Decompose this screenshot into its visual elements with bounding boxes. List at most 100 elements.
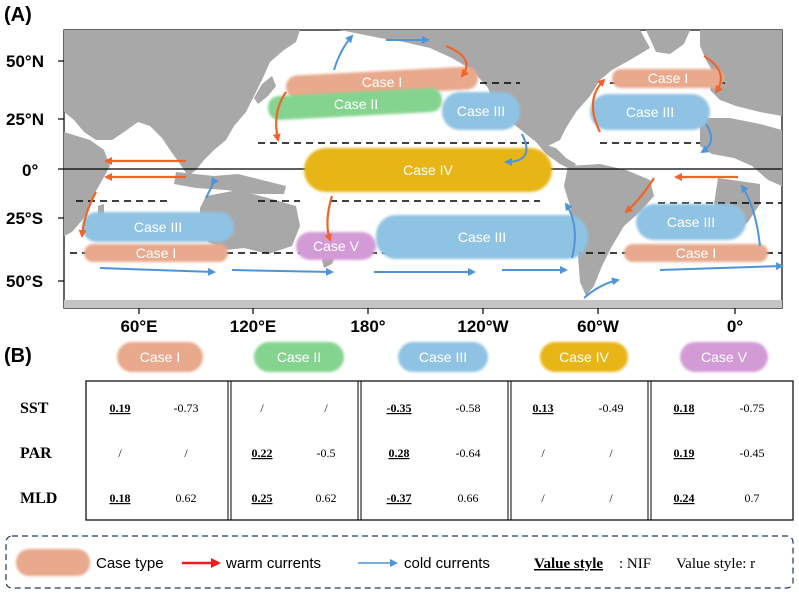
panel-b-label: (B) — [4, 345, 32, 367]
table-cell: -0.73 — [174, 401, 199, 415]
table-cell: -0.49 — [599, 401, 624, 415]
case-box-shape — [82, 212, 234, 242]
table-cell: 0.22 — [252, 446, 273, 460]
table-cell: 0.62 — [316, 491, 337, 505]
panel-a-label: (A) — [4, 4, 32, 26]
table-cell: 0.66 — [458, 491, 479, 505]
legend: Case type warm currents cold currents Va… — [5, 535, 794, 589]
land-south-america — [564, 164, 654, 296]
row-label: SST — [20, 400, 49, 417]
table-cell: / — [541, 446, 545, 460]
table-cell: -0.35 — [387, 401, 412, 415]
table-cell: -0.45 — [740, 446, 765, 460]
table-cell: -0.75 — [740, 401, 765, 415]
case-box-label: Case III — [134, 219, 182, 235]
table-cell: / — [609, 491, 613, 505]
case-box-shape — [612, 69, 724, 88]
lat-label: 25°N — [6, 110, 44, 129]
table-cell: -0.58 — [456, 401, 481, 415]
case-header-4: Case IV — [540, 342, 628, 372]
legend-nif-label: Value style — [534, 556, 603, 572]
table-cell: 0.13 — [533, 401, 554, 415]
cold-current-canary-arrow — [700, 123, 713, 154]
legend-cold: cold currents — [404, 555, 490, 572]
case-box-label: Case III — [458, 229, 506, 245]
case-box-shape — [636, 204, 746, 240]
lat-label: 50°S — [6, 272, 43, 291]
case-header-label: Case III — [419, 349, 467, 365]
table-cell: -0.5 — [317, 446, 336, 460]
table-cell: 0.62 — [176, 491, 197, 505]
land-africa — [64, 132, 110, 236]
lon-label: 60°E — [120, 317, 157, 336]
case-header-2: Case II — [254, 342, 344, 372]
land-central-america — [536, 142, 576, 170]
table-cell: 0.18 — [674, 401, 695, 415]
case-header-label: Case I — [140, 349, 180, 365]
lon-label: 0° — [727, 317, 743, 336]
table-cell: / — [609, 446, 613, 460]
case-boxes: Case I Case II Case III Case I Case III … — [82, 66, 768, 262]
box-case3-spac: Case III — [376, 215, 588, 259]
table-cell: / — [324, 401, 328, 415]
value-table: SST PAR MLD 0.19 -0.73 / / -0.35 -0.58 0… — [20, 380, 794, 521]
case-box-shape — [624, 244, 768, 262]
case-header-3: Case III — [398, 342, 488, 372]
warm-currents — [78, 44, 738, 242]
table-cell: 0.24 — [674, 491, 695, 505]
lat-label: 25°S — [6, 209, 43, 228]
case-header-label: Case IV — [559, 349, 609, 365]
cold-current-humboldt-arrow — [564, 202, 576, 259]
table-cell: / — [184, 446, 188, 460]
case-headers: Case I Case II Case III Case IV Case V — [117, 342, 768, 372]
table-cell: 0.28 — [389, 446, 410, 460]
cold-current-falkland-arrow — [583, 277, 620, 299]
case-box-label: Case III — [457, 103, 505, 119]
case-box-label: Case III — [626, 104, 674, 120]
case-header-label: Case V — [701, 349, 748, 365]
land-eurasia — [64, 30, 300, 176]
legend-nif-value: : NIF — [619, 556, 651, 572]
warm-current-agulhas-arrow — [78, 191, 97, 238]
table-cell: 0.7 — [745, 491, 760, 505]
table-frame — [85, 380, 794, 521]
box-case3-npac: Case III — [442, 92, 520, 130]
cold-current-benguela-arrow — [740, 184, 761, 247]
cold-current-acc-arrow-1 — [99, 267, 216, 276]
table-cell: / — [260, 401, 264, 415]
land-europe — [700, 30, 782, 116]
table-cell: 0.25 — [252, 491, 273, 505]
cold-current-acc-arrow-5 — [659, 262, 784, 271]
lon-label: 120°W — [457, 317, 509, 336]
land-japan — [254, 76, 276, 104]
case-box-label: Case I — [676, 245, 716, 261]
box-case2-npac: Case II — [268, 88, 442, 120]
box-case1-sind: Case I — [84, 244, 228, 262]
table-cell: 0.19 — [674, 446, 695, 460]
case-header-1: Case I — [117, 342, 203, 372]
box-case5-tasman: Case V — [296, 232, 376, 260]
legend-r-label: Value style: r — [676, 556, 755, 572]
case-box-label: Case I — [648, 70, 688, 86]
case-box-label: Case IV — [403, 162, 453, 178]
cold-current-wa-arrow — [205, 176, 219, 199]
warm-current-kuroshio-arrow — [272, 91, 287, 142]
box-case3-natl: Case III — [590, 94, 710, 130]
case-box-shape — [376, 215, 588, 259]
warm-current-gulf-stream-arrow — [591, 78, 606, 133]
row-label: MLD — [20, 490, 57, 507]
land-indonesia — [174, 172, 286, 194]
world-map: Case I Case II Case III Case I Case III … — [63, 29, 784, 309]
box-case1-natl: Case I — [612, 69, 724, 88]
box-case3-sind: Case III — [82, 212, 234, 242]
table-cell: 0.18 — [110, 491, 131, 505]
case-box-label: Case I — [362, 74, 402, 90]
table-cell: -0.37 — [387, 491, 412, 505]
lat-label: 0° — [22, 161, 38, 180]
case-box-shape — [296, 232, 376, 260]
case-box-shape — [304, 148, 552, 192]
case-box-label: Case II — [334, 96, 378, 112]
box-case3-satl: Case III — [636, 204, 746, 240]
latitude-axis: 50°N 25°N 0° 25°S 50°S — [6, 52, 64, 291]
